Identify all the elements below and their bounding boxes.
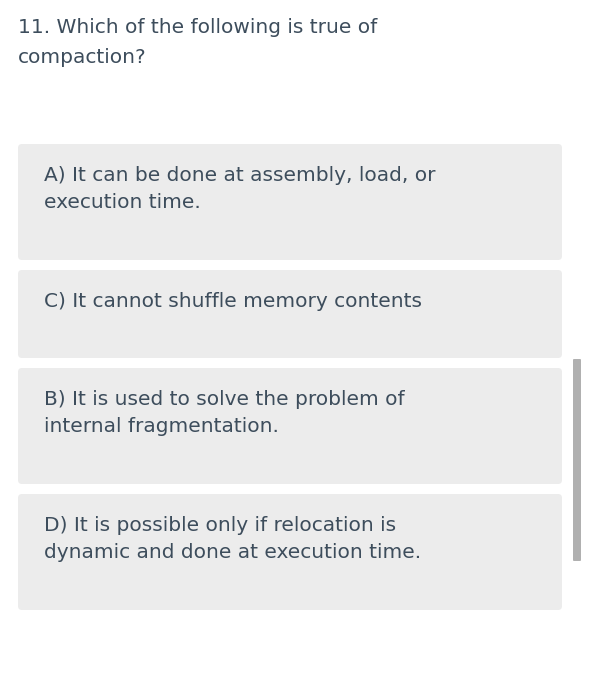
- Text: D) It is possible only if relocation is
dynamic and done at execution time.: D) It is possible only if relocation is …: [44, 516, 421, 562]
- Text: compaction?: compaction?: [18, 48, 147, 67]
- FancyBboxPatch shape: [18, 494, 562, 610]
- Text: 11. Which of the following is true of: 11. Which of the following is true of: [18, 18, 377, 37]
- Text: B) It is used to solve the problem of
internal fragmentation.: B) It is used to solve the problem of in…: [44, 390, 405, 436]
- FancyBboxPatch shape: [573, 359, 581, 561]
- FancyBboxPatch shape: [18, 144, 562, 260]
- Text: A) It can be done at assembly, load, or
execution time.: A) It can be done at assembly, load, or …: [44, 166, 435, 212]
- FancyBboxPatch shape: [18, 270, 562, 358]
- FancyBboxPatch shape: [18, 368, 562, 484]
- Text: C) It cannot shuffle memory contents: C) It cannot shuffle memory contents: [44, 292, 422, 311]
